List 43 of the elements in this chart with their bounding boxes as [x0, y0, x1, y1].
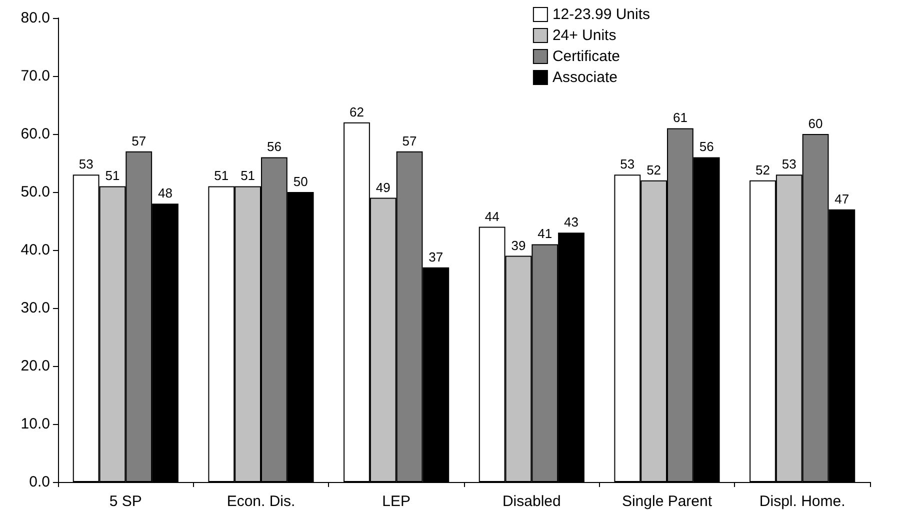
data-label: 51: [105, 168, 120, 184]
data-label: 52: [646, 162, 662, 178]
x-tick-label: Disabled: [502, 493, 561, 510]
y-tick-label: 40.0: [20, 242, 50, 258]
y-tick-label: 0.0: [29, 474, 50, 490]
data-label: 50: [293, 174, 308, 189]
data-label: 60: [808, 116, 823, 131]
data-label: 53: [782, 156, 796, 172]
x-tick-label: Single Parent: [622, 493, 713, 510]
y-tick-label: 10.0: [20, 416, 50, 432]
legend-label: Associate: [552, 69, 618, 86]
x-tick-label: 5 SP: [109, 493, 142, 510]
y-tick-label: 80.0: [20, 10, 50, 26]
data-label: 44: [484, 208, 500, 224]
y-tick-label: 20.0: [20, 358, 50, 374]
x-tick-label: Displ. Home.: [759, 493, 846, 510]
data-label: 41: [538, 226, 552, 242]
data-label: 37: [428, 249, 444, 264]
data-label: 51: [240, 168, 256, 184]
y-tick-label: 30.0: [20, 300, 50, 316]
y-tick-label: 60.0: [20, 126, 50, 142]
data-label: 52: [756, 162, 770, 178]
data-label: 39: [511, 238, 526, 253]
legend-label: 24+ Units: [552, 27, 616, 44]
data-label: 62: [350, 104, 364, 120]
x-tick-label: LEP: [382, 493, 411, 510]
data-label: 49: [376, 180, 390, 195]
data-label: 53: [620, 156, 635, 172]
x-tick-label: Econ. Dis.: [226, 493, 296, 510]
data-label: 56: [699, 139, 714, 154]
legend-label: 12-23.99 Units: [552, 6, 650, 23]
data-label: 48: [158, 186, 172, 201]
data-label: 57: [132, 133, 146, 148]
y-tick-label: 50.0: [20, 184, 50, 200]
y-tick-label: 70.0: [20, 68, 50, 84]
data-label: 43: [564, 214, 578, 230]
data-label: 61: [672, 110, 688, 126]
data-label: 47: [834, 191, 850, 206]
data-label: 56: [266, 139, 282, 154]
legend-label: Certificate: [552, 48, 620, 65]
data-label: 51: [214, 168, 229, 184]
data-label: 53: [78, 156, 94, 172]
data-label: 57: [402, 133, 417, 148]
